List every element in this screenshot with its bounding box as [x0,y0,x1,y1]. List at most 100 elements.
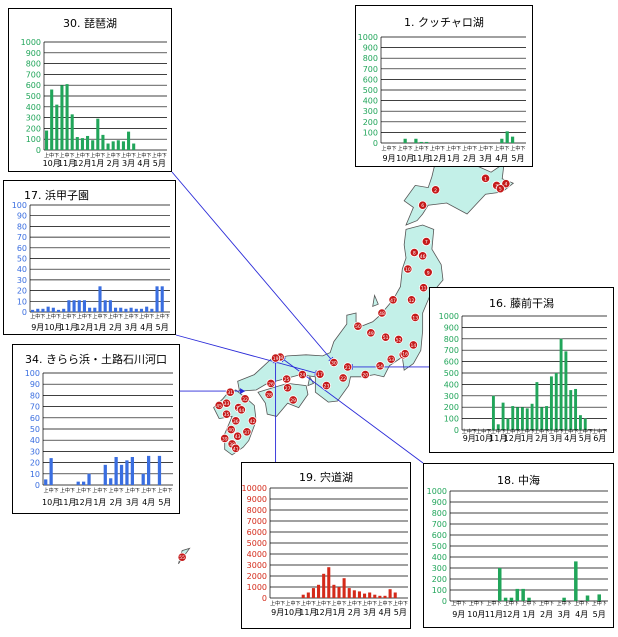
site-marker-number: 2 [434,188,437,194]
site-marker: 22 [338,373,348,383]
site-marker-number: 36 [233,419,239,425]
island-shape [257,382,309,417]
site-marker-number: 25 [284,377,290,383]
bar [497,568,502,601]
y-tick-label: 70 [17,233,27,242]
y-tick-label: 2000 [247,572,267,581]
bar [342,578,346,598]
y-tick-label: 8000 [247,506,267,515]
y-tick-label: 6000 [247,528,267,537]
bar [425,141,429,143]
month-label: 10月 [467,610,485,619]
y-tick-label: 800 [26,60,41,69]
site-marker: 32 [240,394,250,404]
site-marker: 19 [270,353,281,363]
bar [311,588,315,598]
site-marker-number: 19 [273,356,279,362]
bar [109,478,113,485]
site-marker: 41 [231,443,241,453]
bar [368,592,372,598]
period-label: 上中下 [121,152,136,159]
month-label: 11月 [485,610,503,619]
bar [75,137,79,150]
bar [160,286,164,312]
period-label: 上中下 [520,428,535,435]
y-tick-label: 100 [25,369,40,378]
period-label: 上中下 [510,145,525,152]
period-label: 上中下 [141,487,156,494]
y-tick-label: 30 [30,447,40,456]
period-label: 上中下 [574,600,589,607]
period-label: 上中下 [430,145,445,152]
site-marker: 11 [418,283,429,293]
bar [129,307,133,312]
period-label: 上中下 [75,152,90,159]
y-tick-label: 600 [432,531,447,540]
bar [86,135,90,150]
bar [520,407,524,430]
site-marker-number: 12 [409,298,415,304]
site-marker-number: 5 [499,187,502,193]
bar [103,464,107,485]
bar [157,455,162,485]
bar [101,134,105,150]
period-label: 上中下 [557,600,572,607]
site-marker-number: 6 [421,203,424,209]
bar [119,464,124,485]
site-marker: 25 [282,374,292,384]
month-label: 10月 [42,498,60,507]
period-label: 上中下 [77,313,92,320]
site-marker-number: 39 [222,436,228,442]
bar [60,85,64,150]
y-tick-label: 10 [30,470,40,479]
period-label: 上中下 [76,487,91,494]
month-label: 10月 [396,154,414,163]
chart-panel-shinjiko: 19. 宍道湖 0 1000 2000 3000 4000 5000 6000 7000 800… [241,462,411,629]
month-label: 9月 [463,434,476,443]
month-label: 12月 [504,434,522,443]
period-label: 上中下 [301,600,316,607]
month-label: 1月 [332,608,345,617]
period-label: 上中下 [592,428,607,435]
site-marker-number: 22 [340,376,346,382]
bar [80,138,84,150]
y-tick-label: 800 [444,335,459,344]
month-label: 5月 [158,498,171,507]
month-label: 5月 [156,323,169,332]
period-label: 上中下 [124,313,139,320]
bar [106,143,110,150]
bar [337,587,341,598]
period-label: 上中下 [505,428,520,435]
period-label: 上中下 [563,428,578,435]
site-marker: 51 [381,332,391,342]
period-label: 上中下 [139,313,154,320]
period-label: 上中下 [109,487,124,494]
bar [134,308,138,312]
period-label: 上中下 [504,600,519,607]
month-label: 9月 [31,323,44,332]
site-marker: 49 [366,328,376,338]
bar [91,140,95,150]
period-label: 上中下 [494,145,509,152]
site-marker-number: 1 [484,176,487,182]
site-marker: 31 [225,387,235,397]
month-label: 4月 [564,434,577,443]
site-marker: 26 [266,378,276,388]
period-label: 上中下 [152,152,167,159]
panel-title: 19. 宍道湖 [299,471,353,484]
y-tick-label: 0 [454,426,459,435]
site-marker: 13 [410,312,420,322]
site-marker: 35 [221,409,232,419]
bar [516,407,520,430]
site-marker: 37 [242,427,252,437]
bar [77,300,81,312]
site-marker-number: 37 [244,430,250,436]
site-marker-number: 29 [290,398,296,404]
y-tick-label: 100 [12,201,27,210]
bar [72,300,76,312]
period-label: 上中下 [382,145,397,152]
month-label: 1月 [521,434,534,443]
period-label: 上中下 [106,152,121,159]
site-marker: 27 [282,383,293,393]
